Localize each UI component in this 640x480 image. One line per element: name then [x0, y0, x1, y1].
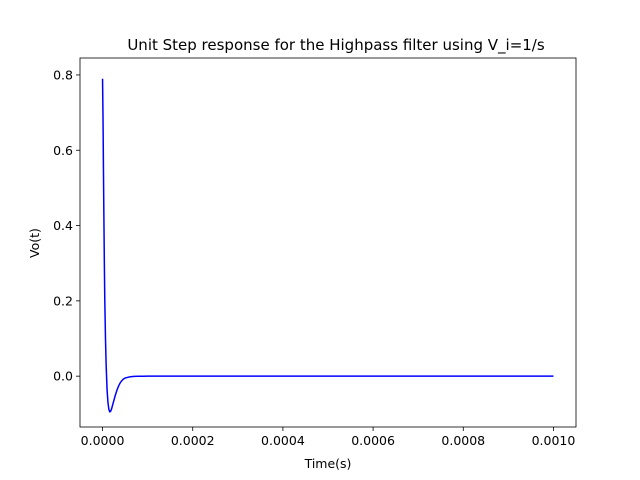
y-tick-label: 0.6	[53, 143, 73, 158]
y-tick-label: 0.2	[53, 293, 73, 308]
axes-frame	[79, 57, 577, 428]
y-tick-label: 0.8	[53, 67, 73, 82]
chart-title: Unit Step response for the Highpass filt…	[127, 36, 545, 55]
x-axis-label: Time(s)	[304, 456, 352, 471]
plot-area	[79, 57, 577, 428]
series-line-0	[101, 78, 554, 413]
x-tick-label: 0.0008	[441, 433, 485, 448]
x-tick-label: 0.0000	[81, 433, 125, 448]
y-axis-ticks: 0.0 0.2 0.4 0.6 0.8	[53, 67, 80, 384]
y-tick-label: 0.4	[53, 218, 73, 233]
x-axis-ticks: 0.0000 0.0002 0.0004 0.0006 0.0008 0.0010	[81, 427, 576, 448]
x-tick-label: 0.0002	[171, 433, 215, 448]
y-tick-label: 0.0	[53, 369, 73, 384]
x-tick-label: 0.0010	[532, 433, 576, 448]
y-axis-label: Vo(t)	[27, 228, 42, 258]
x-tick-label: 0.0004	[261, 433, 305, 448]
x-tick-label: 0.0006	[351, 433, 395, 448]
